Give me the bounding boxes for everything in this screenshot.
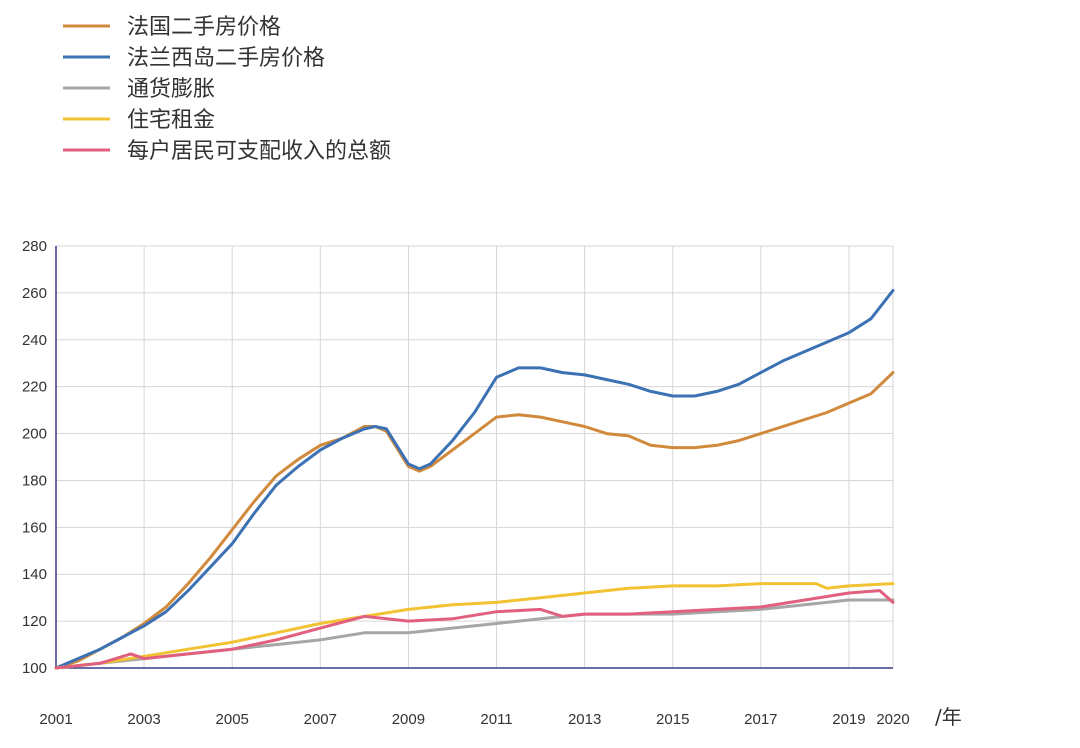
y-tick-label: 160 <box>22 519 47 536</box>
series-line-1 <box>54 371 895 670</box>
y-tick-label: 180 <box>22 472 47 489</box>
x-axis-ticks: 2001 2003 2005 2007 2009 2011 2013 2015 2017 2019… <box>39 711 909 728</box>
legend-label-5: 每户居民可支配收入的总额 <box>127 139 391 164</box>
x-tick-label: 2003 <box>127 711 160 728</box>
y-tick-label: 240 <box>22 332 47 349</box>
y-tick-label: 140 <box>22 566 47 583</box>
legend-label-2: 法兰西岛二手房价格 <box>127 46 325 71</box>
x-tick-label: 2011 <box>480 711 512 728</box>
series-line-2 <box>54 289 895 670</box>
x-tick-label: 2007 <box>304 711 337 728</box>
x-axis-unit-label: /年 <box>935 705 962 729</box>
x-tick-label: 2015 <box>656 711 689 728</box>
y-tick-label: 280 <box>22 238 47 255</box>
x-tick-label: 2019 <box>832 711 865 728</box>
legend-label-4: 住宅租金 <box>127 108 215 133</box>
x-tick-label: 2020 <box>876 711 909 728</box>
x-tick-label: 2013 <box>568 711 601 728</box>
y-tick-label: 200 <box>22 426 47 443</box>
x-tick-label: 2005 <box>216 711 249 728</box>
x-tick-label: 2001 <box>39 711 72 728</box>
y-axis-ticks: 100 120 140 160 180 200 220 240 260 280 <box>22 238 47 677</box>
y-tick-label: 120 <box>22 613 47 630</box>
series-group <box>54 289 895 670</box>
grid <box>56 245 894 668</box>
y-tick-label: 260 <box>22 285 47 302</box>
y-tick-label: 220 <box>22 379 47 396</box>
axes <box>55 246 893 669</box>
series-line-3 <box>54 598 895 670</box>
legend-label-3: 通货膨胀 <box>127 77 215 102</box>
x-tick-label: 2017 <box>744 711 777 728</box>
series-line-5 <box>54 589 895 670</box>
series-line-4 <box>54 582 895 670</box>
x-tick-label: 2009 <box>392 711 425 728</box>
y-tick-label: 100 <box>22 660 47 677</box>
legend-label-1: 法国二手房价格 <box>127 15 281 40</box>
